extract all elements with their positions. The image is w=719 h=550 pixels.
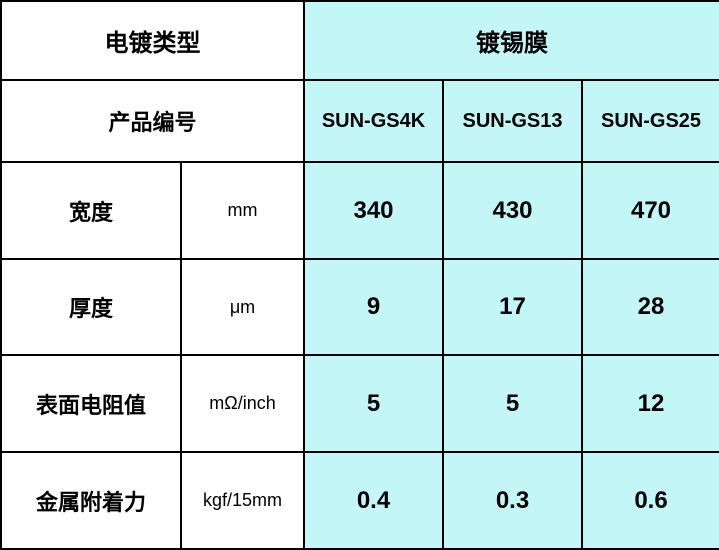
spec-2-label: 表面电阻值 — [1, 355, 181, 452]
spec-0-unit: mm — [181, 162, 304, 259]
spec-1-label: 厚度 — [1, 259, 181, 355]
spec-3-v2: 0.6 — [582, 452, 719, 549]
spec-0-v1: 430 — [443, 162, 582, 259]
spec-3-v0: 0.4 — [304, 452, 443, 549]
spec-1-v1: 17 — [443, 259, 582, 355]
spec-3-label: 金属附着力 — [1, 452, 181, 549]
spec-table: 电镀类型 镀锡膜 产品编号 SUN-GS4K SUN-GS13 SUN-GS25… — [0, 0, 719, 550]
product-2: SUN-GS25 — [582, 80, 719, 162]
spec-0-v2: 470 — [582, 162, 719, 259]
spec-1-v0: 9 — [304, 259, 443, 355]
table-row: 厚度 μm 9 17 28 — [1, 259, 719, 355]
row0-value-cell: 镀锡膜 — [304, 1, 719, 80]
table-row: 宽度 mm 340 430 470 — [1, 162, 719, 259]
row0-label-cell: 电镀类型 — [1, 1, 304, 80]
row1-label-cell: 产品编号 — [1, 80, 304, 162]
product-0: SUN-GS4K — [304, 80, 443, 162]
product-1: SUN-GS13 — [443, 80, 582, 162]
spec-1-v2: 28 — [582, 259, 719, 355]
spec-2-unit: mΩ/inch — [181, 355, 304, 452]
table-row: 表面电阻值 mΩ/inch 5 5 12 — [1, 355, 719, 452]
spec-1-unit: μm — [181, 259, 304, 355]
row0-label: 电镀类型 — [105, 30, 201, 57]
spec-2-v2: 12 — [582, 355, 719, 452]
row0-value: 镀锡膜 — [476, 30, 548, 57]
spec-0-v0: 340 — [304, 162, 443, 259]
row1-label: 产品编号 — [108, 110, 196, 135]
spec-0-label: 宽度 — [1, 162, 181, 259]
spec-2-v0: 5 — [304, 355, 443, 452]
spec-3-v1: 0.3 — [443, 452, 582, 549]
spec-3-unit: kgf/15mm — [181, 452, 304, 549]
table-row: 金属附着力 kgf/15mm 0.4 0.3 0.6 — [1, 452, 719, 549]
spec-2-v1: 5 — [443, 355, 582, 452]
